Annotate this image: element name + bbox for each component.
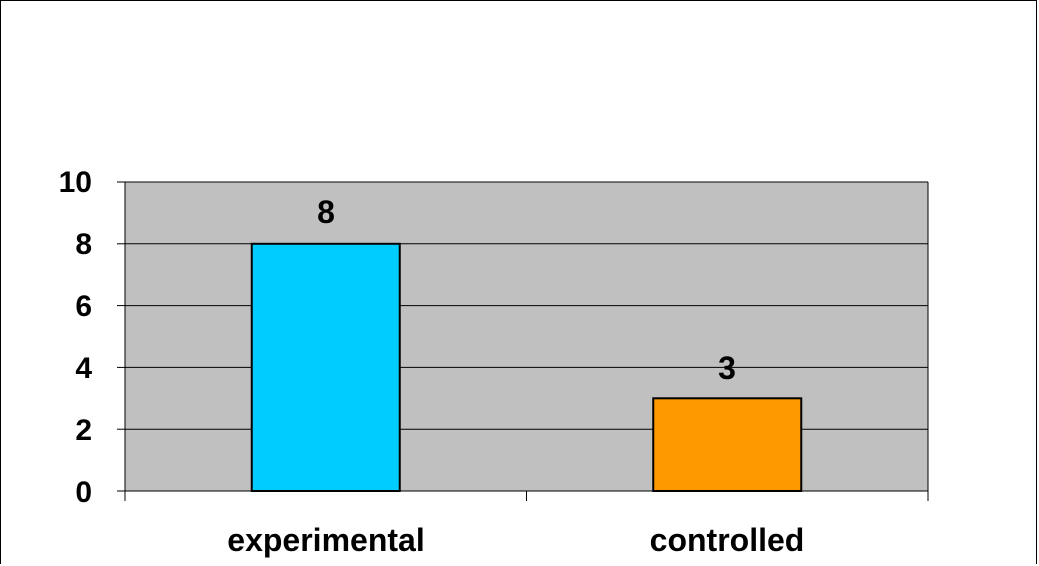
y-tick-label-8: 8 (75, 228, 92, 261)
bars (250, 242, 803, 492)
x-category-label-experimental: experimental (227, 522, 424, 558)
y-tick-label-0: 0 (75, 476, 92, 509)
y-tick-label-10: 10 (59, 166, 92, 199)
data-label-controlled: 3 (718, 350, 736, 386)
axes (117, 181, 929, 501)
data-label-experimental: 8 (317, 194, 335, 230)
bar-controlled (652, 397, 803, 492)
bar-experimental (250, 242, 401, 492)
y-tick-label-2: 2 (75, 414, 92, 447)
x-category-label-controlled: controlled (650, 522, 805, 558)
y-tick-label-4: 4 (75, 352, 92, 385)
y-tick-label-6: 6 (75, 290, 92, 323)
plot-area (125, 182, 928, 491)
